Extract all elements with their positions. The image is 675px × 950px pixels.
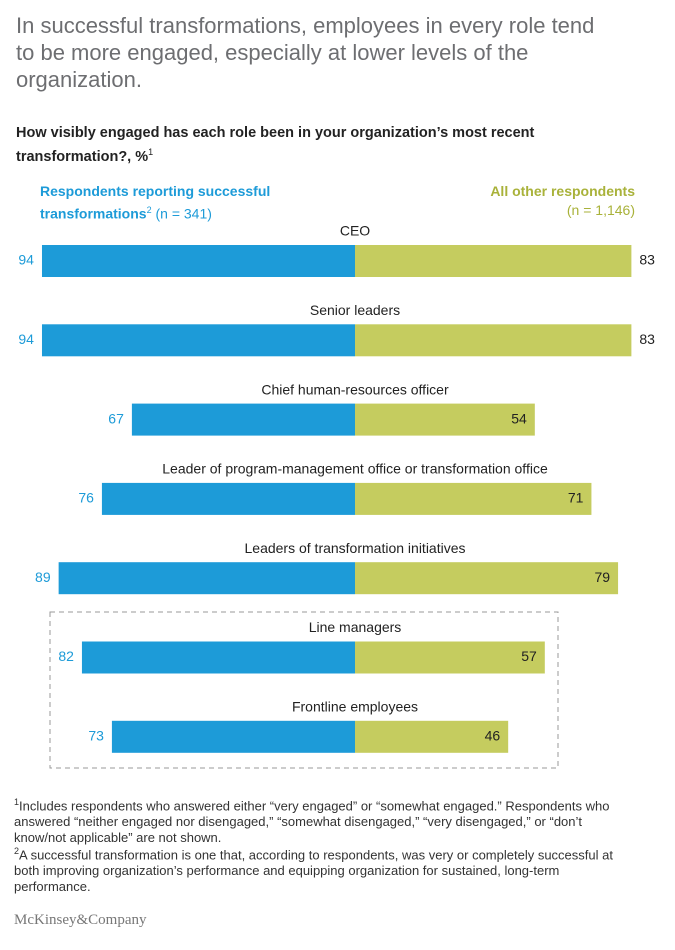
value-label: 83 [639, 252, 655, 268]
value-label: 73 [88, 728, 104, 744]
value-label: 46 [485, 728, 501, 744]
bar [355, 245, 632, 277]
value-label: 79 [594, 569, 610, 585]
bar [355, 482, 592, 515]
legend-label: All other respondents [490, 183, 635, 199]
bar [355, 562, 619, 595]
legend-entry: All other respondents (n = 1,146) [385, 182, 635, 220]
footnote-text: A successful transformation is one that,… [14, 847, 613, 895]
value-label: 57 [521, 648, 537, 664]
footnote: 1Includes respondents who answered eithe… [14, 794, 634, 846]
category-label: Senior leaders [310, 302, 400, 318]
bar [355, 403, 535, 436]
bar [41, 324, 355, 357]
footnote-mark: 1 [14, 797, 20, 807]
value-label: 67 [108, 410, 124, 426]
bar [131, 403, 355, 436]
value-label: 94 [18, 252, 34, 268]
value-label: 76 [78, 490, 94, 506]
value-label: 71 [568, 490, 584, 506]
value-label: 83 [639, 331, 655, 347]
footnote-ref: 1 [148, 147, 154, 157]
footnote: 2A successful transformation is one that… [14, 843, 634, 895]
value-label: 82 [58, 648, 74, 664]
bar [101, 482, 355, 515]
title: In successful transformations, employees… [16, 13, 595, 92]
subtitle-text: How visibly engaged has each role been i… [16, 125, 535, 165]
legend-sample: (n = 1,146) [566, 202, 635, 218]
subtitle: How visibly engaged has each role been i… [16, 124, 556, 167]
chart: CEO 94 83 Senior leaders 94 83 Chief human-res… [18, 223, 655, 769]
bar [355, 720, 509, 753]
bar [58, 562, 355, 595]
category-label: Line managers [309, 619, 402, 635]
category-label: Leaders of transformation initiatives [245, 540, 466, 556]
highlight-box [49, 611, 559, 769]
category-label: Leader of program-management office or t… [162, 461, 548, 477]
legend-sample: (n = 341) [155, 205, 212, 222]
footnote-ref: 2 [146, 205, 152, 215]
category-label: Frontline employees [292, 699, 418, 715]
footnote-text: Includes respondents who answered either… [14, 798, 610, 846]
value-label: 94 [18, 331, 34, 347]
category-label: CEO [340, 223, 370, 239]
category-label: Chief human-resources officer [261, 381, 449, 397]
bar [81, 641, 355, 674]
value-label: 54 [511, 410, 527, 426]
source: McKinsey&Company [14, 912, 147, 928]
value-label: 89 [35, 569, 51, 585]
legend-entry: Respondents reporting successful transfo… [40, 182, 310, 224]
bar [41, 245, 355, 277]
legend-label: Respondents reporting successful transfo… [40, 183, 271, 222]
bar [355, 324, 632, 357]
bar [355, 641, 545, 674]
bar [111, 720, 355, 753]
footnote-mark: 2 [14, 846, 20, 856]
